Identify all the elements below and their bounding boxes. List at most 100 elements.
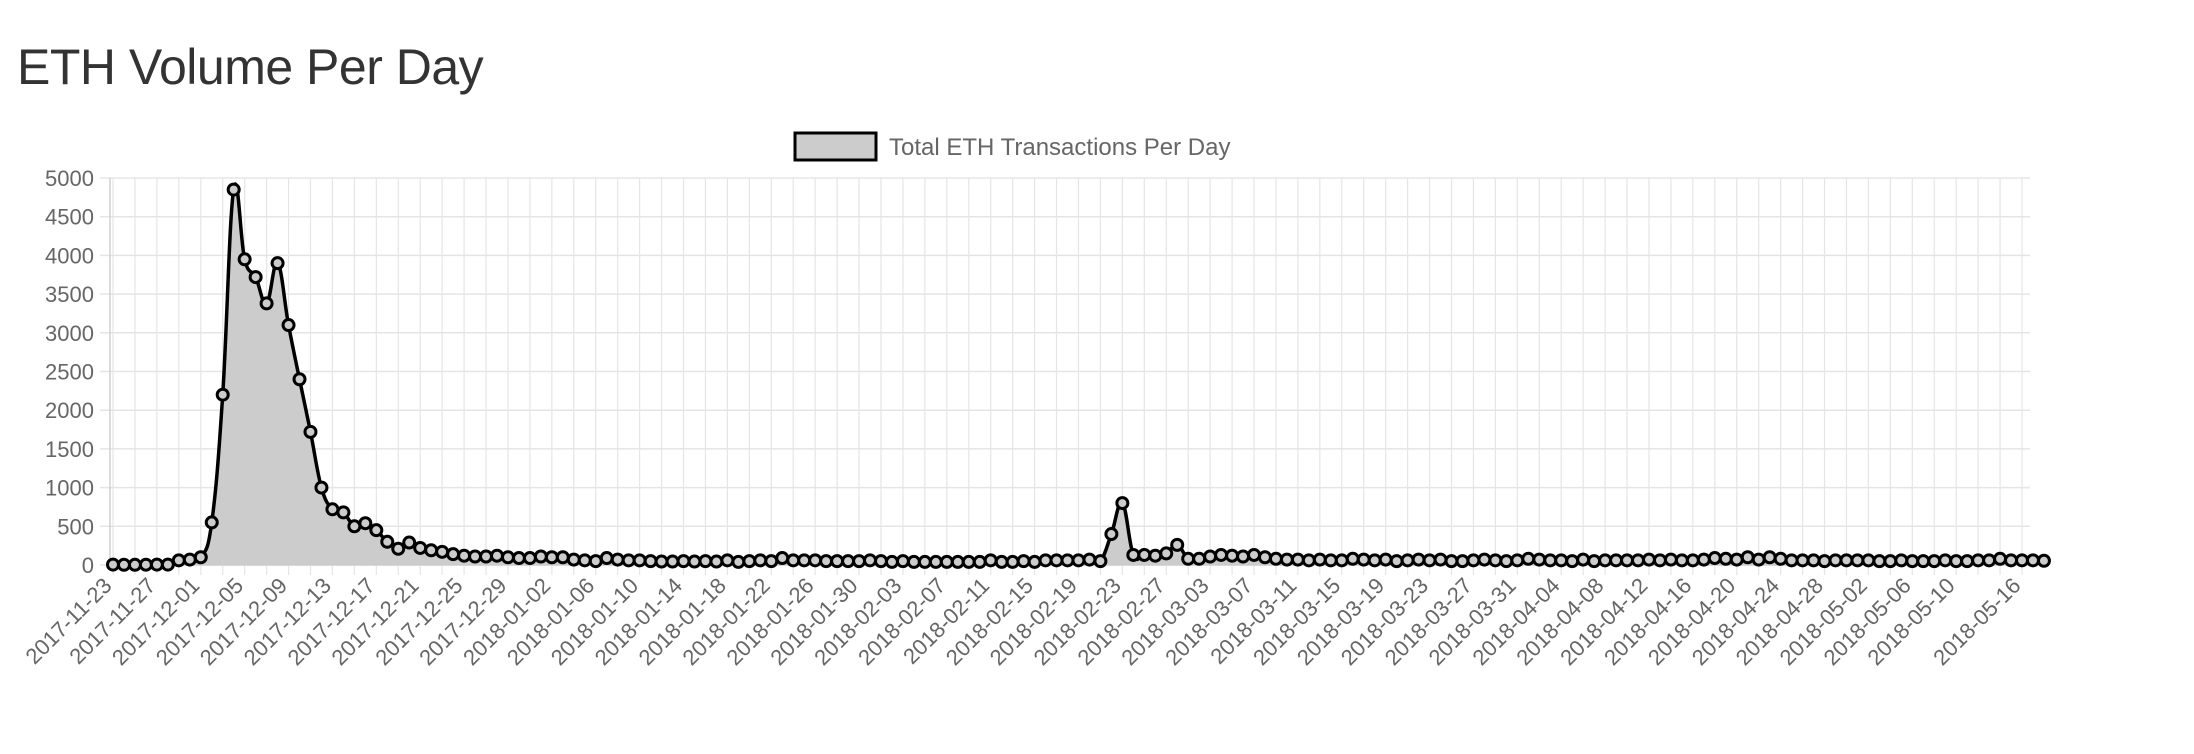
data-point	[819, 554, 834, 569]
data-point	[1696, 552, 1711, 567]
chart-grid	[100, 177, 2030, 575]
data-point	[654, 554, 669, 569]
data-point	[1268, 551, 1283, 566]
chart-legend[interactable]: Total ETH Transactions Per Day	[793, 131, 1230, 162]
data-point	[1718, 551, 1733, 566]
data-point	[830, 554, 845, 569]
data-point	[347, 519, 362, 534]
data-point	[1400, 553, 1415, 568]
y-tick-label: 2500	[45, 360, 94, 385]
data-point	[522, 551, 537, 566]
data-point	[1104, 527, 1119, 542]
data-point	[1554, 553, 1569, 568]
data-point	[226, 182, 241, 197]
y-tick-label: 4000	[45, 243, 94, 268]
data-point	[413, 540, 428, 555]
data-point	[1839, 553, 1854, 568]
data-point	[1751, 552, 1766, 567]
data-point	[1038, 553, 1053, 568]
data-point	[292, 372, 307, 387]
data-point	[852, 554, 867, 569]
data-point	[270, 256, 285, 271]
data-point	[753, 553, 768, 568]
data-point	[1071, 553, 1086, 568]
data-point	[1773, 551, 1788, 566]
data-point	[1214, 547, 1229, 562]
y-tick-label: 2000	[45, 398, 94, 423]
data-point	[1137, 547, 1152, 562]
data-point	[402, 535, 417, 550]
data-point	[1115, 496, 1130, 511]
data-point	[336, 505, 351, 520]
data-point	[182, 552, 197, 567]
data-point	[676, 554, 691, 569]
data-point	[994, 554, 1009, 569]
data-point	[1356, 552, 1371, 567]
data-point	[489, 548, 504, 563]
data-point	[895, 554, 910, 569]
data-point	[1334, 553, 1349, 568]
data-point	[259, 296, 274, 311]
data-point	[314, 480, 329, 495]
data-point	[1378, 552, 1393, 567]
data-point	[1762, 550, 1777, 565]
data-point	[1641, 552, 1656, 567]
data-point	[160, 557, 175, 572]
data-point	[116, 557, 131, 572]
data-point	[1455, 554, 1470, 569]
data-point	[961, 554, 976, 569]
data-point	[1466, 553, 1481, 568]
data-point	[808, 553, 823, 568]
data-point	[1543, 553, 1558, 568]
data-point	[1740, 550, 1755, 565]
data-point	[1631, 553, 1646, 568]
data-point	[106, 557, 120, 572]
data-point	[1510, 553, 1525, 568]
data-point	[215, 387, 230, 402]
data-point	[468, 549, 483, 564]
data-point	[500, 550, 515, 565]
data-point	[1345, 551, 1360, 566]
data-point	[1620, 553, 1635, 568]
data-point	[1290, 552, 1305, 567]
data-point	[1389, 554, 1404, 569]
data-point	[1894, 553, 1909, 568]
data-point	[127, 557, 142, 572]
data-point	[1982, 553, 1997, 568]
data-point	[764, 554, 779, 569]
data-point	[1652, 553, 1667, 568]
data-point	[1674, 553, 1689, 568]
data-point	[566, 552, 581, 567]
series-total-eth	[106, 182, 2051, 572]
data-point	[1225, 548, 1240, 563]
data-point	[248, 270, 263, 285]
data-point	[928, 554, 943, 569]
data-point	[1411, 552, 1426, 567]
data-point	[742, 554, 757, 569]
data-point	[1367, 553, 1382, 568]
data-point	[1060, 553, 1075, 568]
data-point	[1148, 548, 1163, 563]
data-point	[446, 547, 461, 562]
data-point	[1883, 554, 1898, 569]
data-point	[1433, 552, 1448, 567]
data-point	[533, 549, 548, 564]
data-point	[1422, 553, 1437, 568]
data-point	[1971, 553, 1986, 568]
data-point	[204, 515, 219, 530]
data-point	[1565, 554, 1580, 569]
y-tick-label: 3500	[45, 282, 94, 307]
data-point	[632, 553, 647, 568]
data-point	[1795, 553, 1810, 568]
data-point	[841, 554, 856, 569]
data-point	[687, 554, 702, 569]
data-point	[665, 554, 680, 569]
data-point	[1257, 550, 1272, 565]
data-point	[786, 553, 801, 568]
data-point	[1949, 554, 1964, 569]
data-point	[281, 318, 296, 333]
data-point	[138, 557, 153, 572]
data-point	[2036, 553, 2051, 568]
legend-swatch	[793, 131, 878, 162]
